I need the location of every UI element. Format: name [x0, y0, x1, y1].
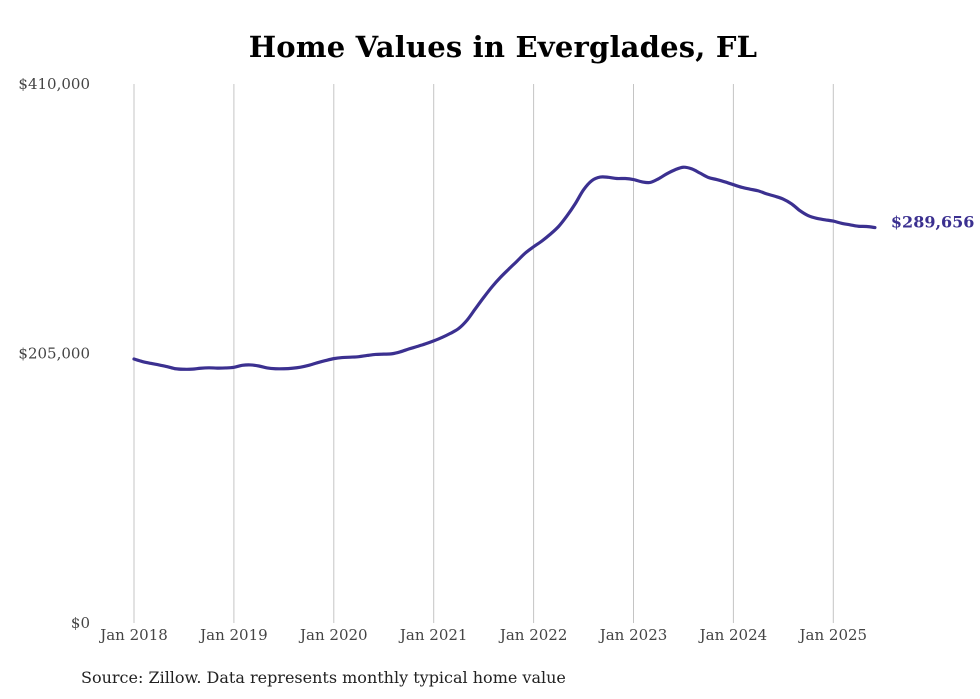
x-tick-label: Jan 2023: [598, 626, 668, 644]
x-tick-label: Jan 2018: [98, 626, 168, 644]
source-note: Source: Zillow. Data represents monthly …: [81, 668, 566, 687]
x-tick-label: Jan 2024: [698, 626, 768, 644]
latest-value-label: $289,656: [891, 213, 975, 232]
x-tick-label: Jan 2025: [798, 626, 868, 644]
x-axis-tick-labels: Jan 2018 Jan 2019 Jan 2020 Jan 2021 Jan 2022…: [98, 626, 867, 644]
x-tick-label: Jan 2021: [398, 626, 468, 644]
y-tick-label: $410,000: [18, 75, 90, 93]
y-tick-label: $205,000: [18, 345, 90, 363]
home-value-line: [132, 165, 877, 371]
x-tick-label: Jan 2020: [298, 626, 368, 644]
gridlines: [133, 84, 834, 623]
x-tick-label: Jan 2019: [198, 626, 268, 644]
y-tick-label: $0: [71, 614, 90, 632]
chart-title: Home Values in Everglades, FL: [248, 30, 758, 64]
y-axis-tick-labels: $0 $205,000 $410,000: [18, 75, 90, 632]
x-tick-label: Jan 2022: [498, 626, 568, 644]
